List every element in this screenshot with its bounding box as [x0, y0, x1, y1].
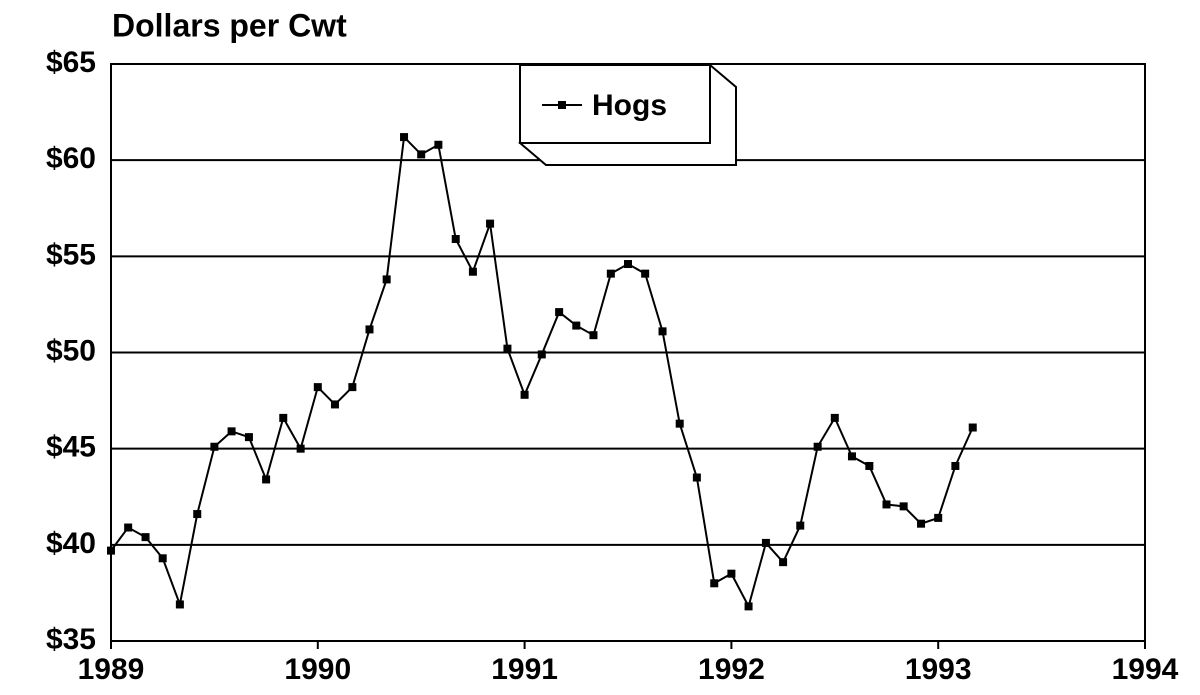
- point-marker: [934, 513, 943, 522]
- point-marker: [244, 433, 253, 442]
- point-marker: [899, 502, 908, 511]
- point-marker: [210, 442, 219, 451]
- point-marker: [847, 452, 856, 461]
- point-marker: [400, 133, 409, 142]
- point-marker: [486, 219, 495, 228]
- y-tick-label: $40: [46, 527, 96, 560]
- x-tick-label: 1993: [905, 653, 972, 686]
- point-marker: [451, 235, 460, 244]
- point-marker: [537, 350, 546, 359]
- point-marker: [158, 554, 167, 563]
- point-marker: [503, 344, 512, 353]
- point-marker: [658, 327, 667, 336]
- point-marker: [313, 383, 322, 392]
- x-tick-label: 1990: [284, 653, 351, 686]
- point-marker: [348, 383, 357, 392]
- x-tick-label: 1994: [1112, 653, 1179, 686]
- point-marker: [675, 419, 684, 428]
- point-marker: [296, 444, 305, 453]
- point-marker: [279, 413, 288, 422]
- point-marker: [520, 390, 529, 399]
- legend-marker: [558, 101, 566, 109]
- point-marker: [761, 538, 770, 547]
- point-marker: [727, 569, 736, 578]
- point-marker: [365, 325, 374, 334]
- y-tick-label: $55: [46, 238, 96, 271]
- y-tick-label: $45: [46, 431, 96, 464]
- point-marker: [692, 473, 701, 482]
- x-tick-label: 1991: [491, 653, 558, 686]
- series-line: [110, 134, 974, 610]
- point-marker: [330, 400, 339, 409]
- point-marker: [141, 533, 150, 542]
- chart-title: Dollars per Cwt: [112, 7, 347, 43]
- point-marker: [882, 500, 891, 509]
- legend-box: [519, 64, 711, 144]
- point-marker: [227, 427, 236, 436]
- point-marker: [917, 519, 926, 528]
- point-marker: [710, 579, 719, 588]
- point-marker: [830, 413, 839, 422]
- point-marker: [641, 269, 650, 278]
- point-marker: [107, 546, 115, 555]
- point-marker: [796, 521, 805, 530]
- y-tick-label: $60: [46, 142, 96, 175]
- point-marker: [589, 331, 598, 340]
- point-marker: [262, 475, 271, 484]
- point-marker: [193, 510, 202, 519]
- point-marker: [951, 461, 960, 470]
- point-marker: [382, 275, 391, 284]
- y-tick-label: $50: [46, 334, 96, 367]
- point-marker: [468, 267, 477, 276]
- point-marker: [555, 308, 564, 317]
- point-marker: [624, 260, 632, 269]
- point-marker: [417, 150, 426, 159]
- x-tick-label: 1992: [698, 653, 765, 686]
- point-marker: [434, 140, 443, 149]
- point-marker: [606, 269, 615, 278]
- point-marker: [779, 558, 788, 567]
- y-tick-label: $35: [46, 623, 96, 656]
- point-marker: [175, 600, 184, 609]
- point-marker: [865, 461, 874, 470]
- legend-label: Hogs: [592, 89, 667, 122]
- point-marker: [744, 602, 753, 611]
- point-marker: [124, 523, 133, 532]
- point-marker: [572, 321, 581, 330]
- x-tick-label: 1989: [78, 653, 145, 686]
- point-marker: [813, 442, 822, 451]
- point-marker: [968, 423, 977, 432]
- y-tick-label: $65: [46, 46, 96, 79]
